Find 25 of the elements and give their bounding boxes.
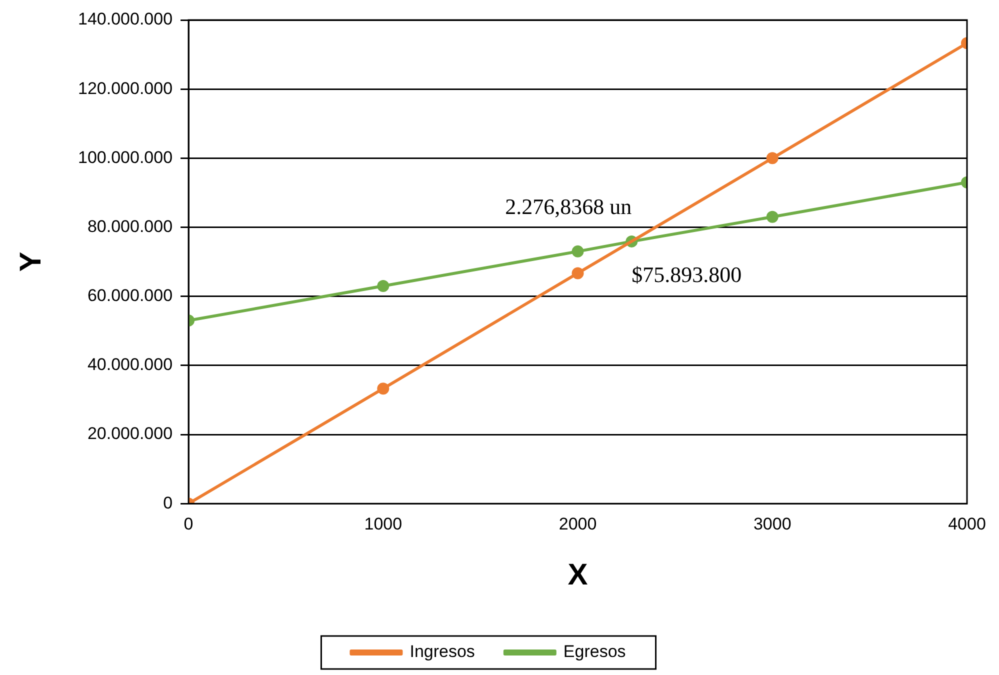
y-axis-title: Y (14, 252, 48, 272)
annotation: 2.276,8368 un (505, 194, 632, 220)
y-tick-label: 100.000.000 (78, 148, 173, 167)
point (766, 210, 778, 223)
y-tick-label: 60.000.000 (87, 286, 173, 306)
point (572, 245, 584, 258)
y-tick-label: 120.000.000 (78, 78, 173, 98)
x-tick-label: 1000 (364, 514, 402, 534)
y-tick-label: 40.000.000 (87, 355, 173, 374)
annotation: $75.893.800 (632, 262, 742, 288)
x-axis-title: X (568, 558, 588, 592)
x-tick-label: 3000 (753, 514, 792, 534)
x-tick-label: 0 (184, 514, 194, 534)
y-tick-label: 140.000.000 (78, 10, 173, 29)
point (377, 280, 390, 292)
legend-label: Egresos (563, 642, 626, 662)
x-tick-label: 2000 (558, 514, 597, 534)
point (766, 152, 778, 164)
y-tick-label: 80.000.000 (87, 216, 173, 236)
y-tick-label: 0 (163, 493, 173, 512)
legend-label: Ingresos (410, 642, 475, 662)
y-tick-label: 20.000.000 (87, 424, 173, 444)
point (572, 267, 584, 280)
point (377, 382, 390, 395)
x-tick-label: 4000 (948, 514, 986, 534)
